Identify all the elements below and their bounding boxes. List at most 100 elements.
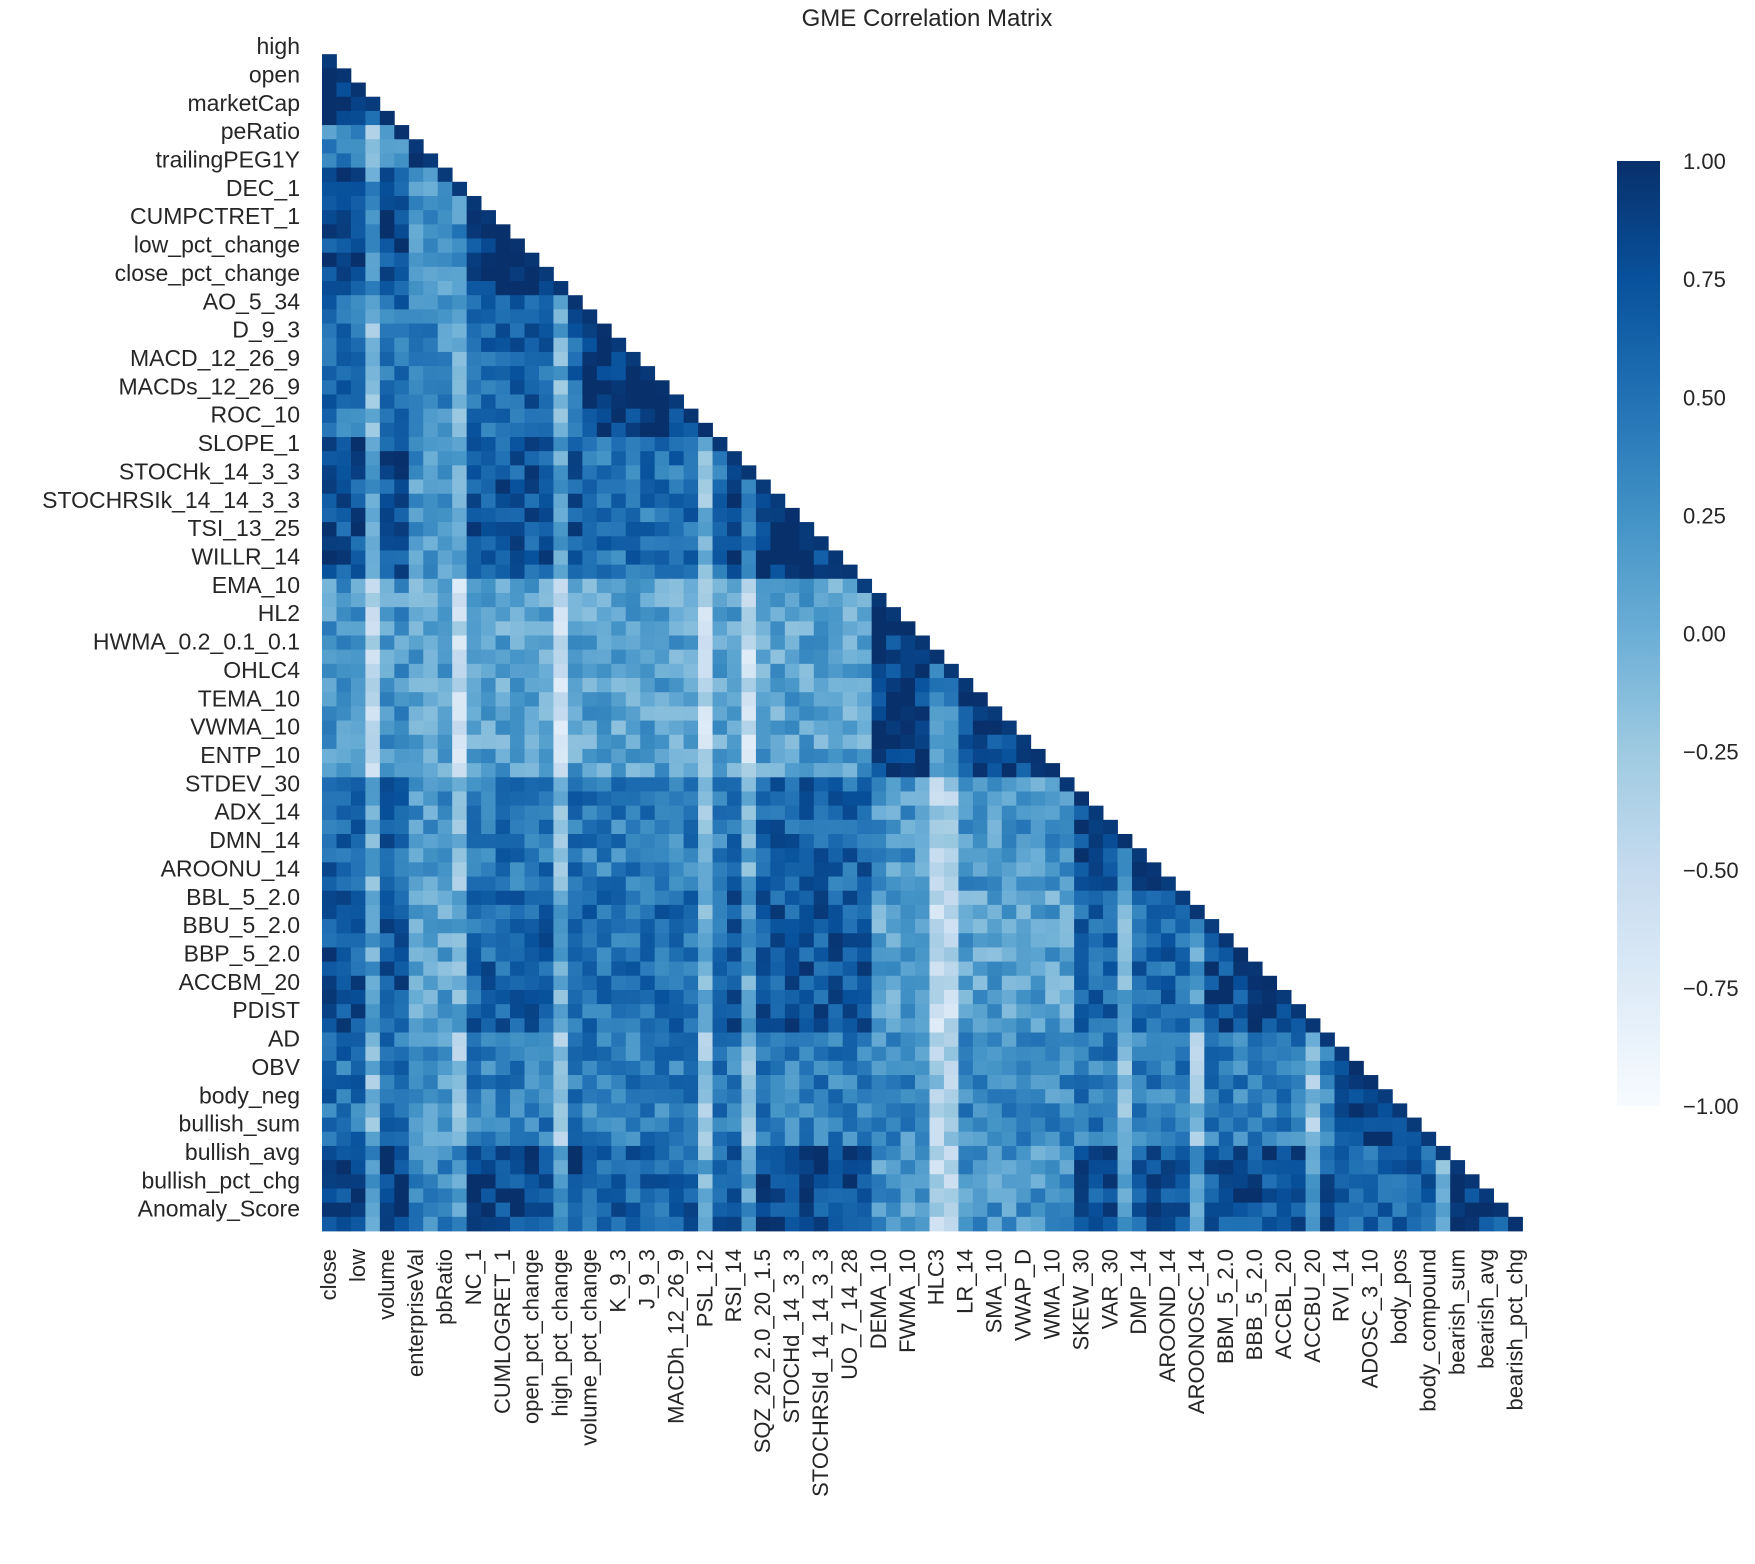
heatmap-cell — [1305, 1103, 1321, 1118]
heatmap-cell — [611, 479, 627, 495]
heatmap-cell — [365, 635, 381, 651]
heatmap-cell — [553, 451, 569, 466]
heatmap-cell — [524, 1046, 540, 1062]
heatmap-cell — [423, 351, 439, 367]
heatmap-cell — [625, 1018, 641, 1033]
heatmap-cell — [972, 1145, 988, 1161]
heatmap-cell — [1204, 1046, 1220, 1062]
heatmap-cell — [1160, 1216, 1176, 1232]
heatmap-cell — [510, 862, 525, 877]
heatmap-cell — [423, 238, 439, 254]
heatmap-cell — [1088, 1145, 1104, 1161]
heatmap-cell — [350, 309, 366, 324]
y-tick-label: high — [257, 33, 300, 59]
heatmap-cell — [712, 1004, 728, 1019]
heatmap-cell — [900, 933, 916, 948]
heatmap-cell — [423, 1032, 439, 1048]
heatmap-cell — [900, 1131, 916, 1147]
heatmap-cell — [929, 1060, 945, 1076]
heatmap-cell — [553, 1160, 569, 1175]
heatmap-cell — [452, 1174, 468, 1189]
heatmap-cell — [567, 607, 583, 622]
heatmap-cell — [423, 252, 439, 268]
heatmap-cell — [466, 805, 482, 821]
heatmap-cell — [1103, 1160, 1118, 1175]
heatmap-cell — [1262, 1032, 1278, 1048]
heatmap-cell — [365, 805, 381, 821]
heatmap-cell — [915, 1089, 930, 1104]
heatmap-cell — [1030, 748, 1046, 764]
heatmap-cell — [915, 805, 930, 821]
heatmap-cell — [336, 1145, 352, 1161]
heatmap-cell — [510, 437, 525, 452]
heatmap-cell — [1406, 1174, 1422, 1189]
heatmap-cell — [510, 1145, 525, 1161]
heatmap-cell — [770, 1089, 786, 1104]
heatmap-cell — [336, 578, 352, 594]
heatmap-cell — [510, 947, 525, 963]
heatmap-cell — [567, 309, 583, 324]
heatmap-cell — [654, 734, 670, 750]
heatmap-cell — [683, 1103, 699, 1118]
heatmap-cell — [379, 975, 395, 991]
heatmap-cell — [625, 1202, 641, 1218]
heatmap-cell — [538, 1202, 554, 1218]
heatmap-cell — [524, 777, 540, 792]
heatmap-cell — [1045, 1160, 1061, 1175]
heatmap-cell — [755, 1216, 771, 1232]
heatmap-cell — [452, 479, 468, 495]
heatmap-cell — [698, 961, 713, 977]
heatmap-cell — [510, 848, 525, 863]
heatmap-cell — [842, 947, 858, 963]
heatmap-cell — [1320, 1060, 1335, 1076]
heatmap-cell — [1204, 1174, 1220, 1189]
heatmap-cell — [987, 706, 1003, 721]
heatmap-cell — [553, 1145, 569, 1161]
heatmap-cell — [1016, 748, 1032, 764]
heatmap-cell — [567, 422, 583, 438]
heatmap-cell — [596, 394, 612, 410]
heatmap-cell — [1059, 1103, 1075, 1118]
heatmap-cell — [423, 493, 439, 509]
heatmap-cell — [654, 1188, 670, 1204]
heatmap-cell — [596, 1089, 612, 1104]
heatmap-cell — [755, 522, 771, 537]
heatmap-cell — [466, 578, 482, 594]
heatmap-cell — [350, 380, 366, 395]
heatmap-cell — [943, 663, 959, 679]
heatmap-cell — [1291, 1188, 1306, 1204]
heatmap-cell — [784, 947, 800, 963]
heatmap-cell — [1233, 1060, 1249, 1076]
heatmap-cell — [524, 819, 540, 835]
heatmap-cell — [683, 536, 699, 551]
heatmap-cell — [322, 536, 337, 551]
heatmap-cell — [495, 309, 511, 324]
heatmap-cell — [1059, 1131, 1075, 1147]
heatmap-cell — [915, 1216, 930, 1232]
heatmap-cell — [336, 153, 352, 169]
heatmap-cell — [799, 663, 815, 679]
heatmap-cell — [625, 862, 641, 877]
heatmap-cell — [336, 1018, 352, 1033]
heatmap-cell — [394, 181, 410, 197]
heatmap-cell — [437, 479, 453, 495]
heatmap-cell — [481, 266, 496, 282]
heatmap-cell — [423, 195, 439, 211]
heatmap-cell — [1464, 1174, 1480, 1189]
heatmap-cell — [741, 1089, 757, 1104]
heatmap-cell — [625, 805, 641, 821]
heatmap-cell — [596, 337, 612, 353]
heatmap-cell — [567, 394, 583, 410]
heatmap-cell — [683, 947, 699, 963]
heatmap-cell — [567, 819, 583, 835]
heatmap-cell — [611, 422, 627, 438]
heatmap-cell — [1132, 1004, 1147, 1019]
heatmap-cell — [755, 890, 771, 906]
heatmap-cell — [972, 1174, 988, 1189]
heatmap-cell — [524, 1145, 540, 1161]
heatmap-cell — [784, 1075, 800, 1090]
heatmap-cell — [929, 975, 945, 991]
heatmap-cell — [813, 1131, 829, 1147]
heatmap-cell — [510, 706, 525, 721]
heatmap-cell — [741, 848, 757, 863]
